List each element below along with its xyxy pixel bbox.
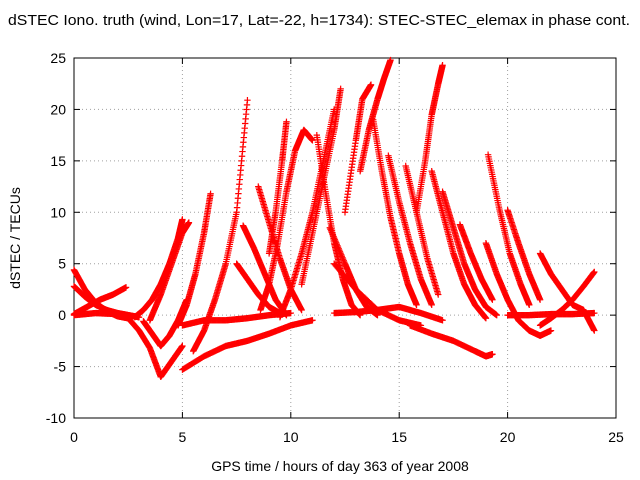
data-point [244, 96, 251, 104]
chart-title: dSTEC Iono. truth (wind, Lon=17, Lat=-22… [8, 12, 630, 29]
data-point [283, 118, 290, 125]
x-tick-label: 5 [179, 429, 187, 445]
y-tick-label: 0 [58, 307, 66, 323]
data-point [489, 351, 496, 358]
data-point [338, 253, 346, 260]
axis-ticks: 0 5 10 15 20 25 -10 -5 0 5 10 15 20 25 [46, 50, 624, 445]
data-point [334, 244, 342, 251]
series [174, 190, 214, 329]
series [482, 239, 555, 339]
y-tick-label: 5 [58, 256, 66, 272]
series [146, 219, 193, 324]
data-point [331, 236, 339, 243]
data-point [332, 239, 340, 246]
x-axis-label: GPS time / hours of day 363 of year 2008 [211, 458, 469, 474]
x-tick-label: 25 [608, 429, 624, 445]
data-point [283, 311, 290, 319]
x-tick-label: 10 [283, 429, 299, 445]
data-point [337, 85, 344, 93]
series [190, 96, 251, 355]
series [341, 81, 375, 216]
series [265, 118, 290, 257]
data-point [493, 311, 500, 319]
data-point [335, 245, 342, 252]
data-point [207, 190, 214, 197]
series [536, 268, 598, 329]
series [369, 116, 420, 309]
data-point [327, 226, 334, 233]
data-marks [70, 56, 598, 381]
data-point [329, 230, 336, 237]
data-point [309, 317, 316, 324]
data-point [122, 284, 130, 291]
y-axis-label: dSTEC / TECUs [7, 187, 23, 289]
y-tick-label: -5 [54, 359, 67, 375]
series [70, 284, 130, 318]
data-point [328, 229, 335, 236]
series [179, 317, 316, 373]
y-tick-label: 20 [50, 101, 66, 117]
data-point [489, 296, 496, 303]
data-point [332, 238, 339, 245]
series [413, 62, 446, 216]
data-point [387, 56, 394, 64]
data-point [439, 317, 446, 324]
y-tick-label: 25 [50, 50, 66, 66]
y-tick-label: 10 [50, 204, 66, 220]
data-point [591, 309, 598, 317]
data-point [547, 327, 555, 334]
series [255, 183, 305, 314]
data-point [326, 224, 334, 231]
data-point [591, 268, 598, 276]
data-point [179, 342, 186, 350]
series [330, 260, 425, 329]
data-point [333, 241, 340, 248]
x-tick-label: 15 [391, 429, 407, 445]
data-point [287, 309, 294, 317]
series [456, 221, 496, 303]
data-point [536, 296, 544, 303]
x-tick-label: 0 [70, 429, 78, 445]
plot-frame [73, 57, 617, 419]
data-point [329, 232, 337, 239]
data-point [435, 291, 442, 298]
data-point [298, 306, 305, 314]
y-tick-label: 15 [50, 153, 66, 169]
data-point [526, 301, 533, 309]
data-point [439, 62, 446, 69]
data-point [339, 254, 346, 261]
data-point [428, 301, 435, 309]
series [439, 188, 500, 319]
series [385, 152, 435, 309]
data-point [338, 251, 345, 258]
x-tick-label: 20 [500, 429, 516, 445]
series [504, 309, 598, 319]
series [233, 260, 284, 317]
y-tick-label: -10 [46, 410, 66, 426]
data-point [327, 227, 335, 234]
data-point [330, 233, 337, 240]
data-point [591, 327, 598, 334]
data-point [336, 248, 344, 255]
data-point [339, 256, 347, 263]
data-point [482, 315, 490, 322]
data-point [337, 250, 344, 257]
series [239, 222, 290, 319]
data-point [336, 247, 343, 254]
data-point [179, 216, 186, 223]
data-point [413, 301, 420, 309]
series [70, 309, 186, 381]
data-point [334, 242, 341, 249]
series [428, 167, 490, 322]
data-point [185, 219, 193, 226]
series [504, 207, 544, 303]
data-point [340, 257, 347, 264]
series [257, 126, 316, 314]
data-point [331, 235, 338, 242]
series [484, 151, 533, 309]
data-point [417, 322, 425, 329]
series [298, 85, 344, 288]
data-point [367, 81, 375, 88]
